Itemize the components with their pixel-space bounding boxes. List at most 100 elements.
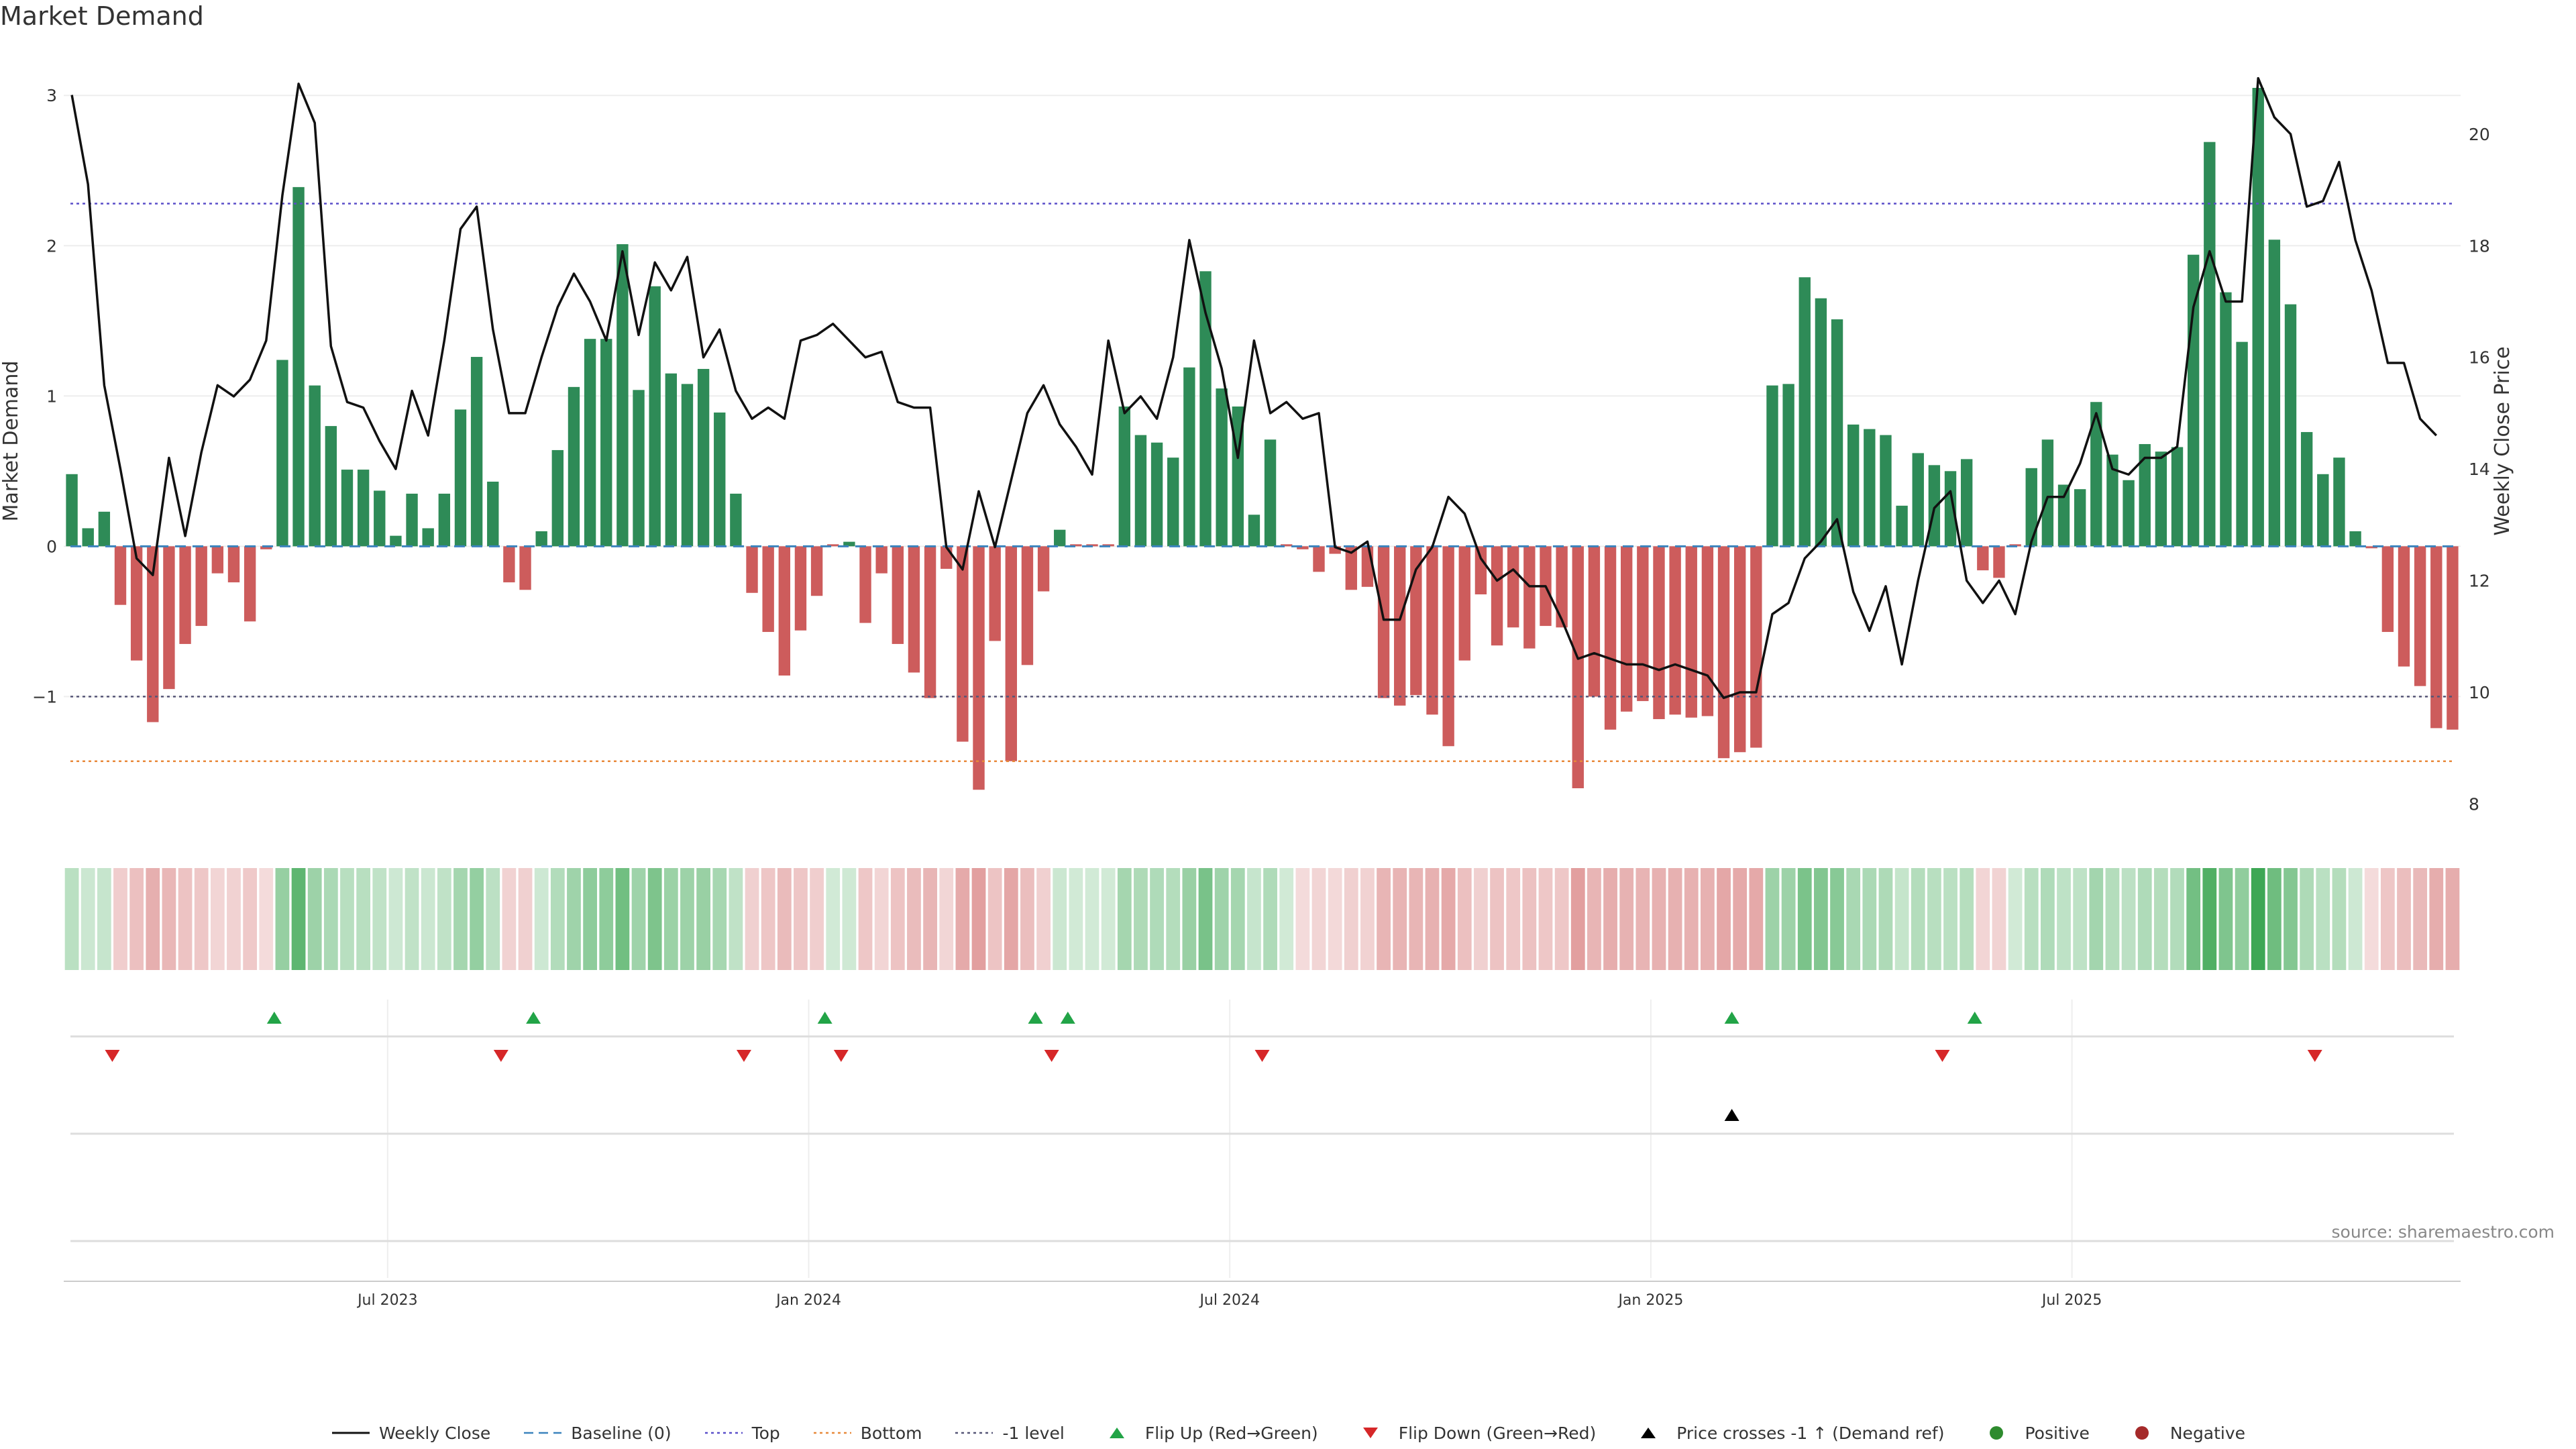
- demand-bar: [374, 490, 386, 547]
- demand-strip-cell: [2186, 868, 2201, 970]
- demand-strip-cell: [1295, 868, 1310, 970]
- demand-bar: [1717, 546, 1730, 759]
- demand-strip-cell: [227, 868, 241, 970]
- demand-strip-cell: [987, 868, 1002, 970]
- demand-bar: [1766, 385, 1778, 547]
- demand-bar: [2268, 239, 2281, 547]
- demand-bar: [989, 546, 1001, 641]
- demand-bar: [1896, 505, 1908, 547]
- demand-strip-cell: [1717, 868, 1731, 970]
- demand-bar: [1410, 546, 1422, 696]
- demand-bar: [1313, 546, 1325, 572]
- demand-bar: [714, 412, 726, 547]
- demand-bar: [2381, 546, 2394, 633]
- legend-swatch: [331, 1432, 370, 1434]
- demand-bar: [325, 426, 337, 547]
- demand-bar: [114, 546, 127, 605]
- demand-strip-cell: [939, 868, 954, 970]
- legend-swatch: [1362, 1428, 1378, 1438]
- demand-strip-cell: [1862, 868, 1877, 970]
- demand-strip-cell: [1570, 868, 1585, 970]
- demand-strip-cell: [1522, 868, 1537, 970]
- demand-strip-cell: [1976, 868, 1990, 970]
- price-cross-marker: [1724, 1109, 1739, 1121]
- demand-strip-cell: [2316, 868, 2330, 970]
- demand-bar: [1329, 546, 1341, 554]
- demand-strip-cell: [1749, 868, 1764, 970]
- legend-swatch: [813, 1432, 851, 1434]
- demand-strip-cell: [2057, 868, 2071, 970]
- demand-strip-cell: [550, 868, 565, 970]
- demand-strip-cell: [1053, 868, 1067, 970]
- demand-strip-cell: [874, 868, 889, 970]
- demand-bar: [973, 546, 985, 790]
- flip-up-marker: [817, 1012, 833, 1024]
- demand-strip-cell: [858, 868, 873, 970]
- demand-bar: [892, 546, 904, 644]
- demand-bar: [568, 386, 580, 547]
- demand-bar: [1815, 298, 1827, 547]
- demand-strip-cell: [1538, 868, 1553, 970]
- demand-bar: [292, 186, 305, 547]
- flip-down-marker: [493, 1050, 508, 1062]
- demand-strip-cell: [1603, 868, 1617, 970]
- demand-strip-cell: [1878, 868, 1893, 970]
- legend-item: Baseline (0): [523, 1424, 672, 1443]
- demand-bar: [843, 541, 855, 547]
- demand-strip-cell: [1263, 868, 1277, 970]
- demand-bar: [1556, 546, 1568, 628]
- demand-bar: [2090, 402, 2102, 547]
- demand-bar: [1912, 453, 1924, 547]
- demand-bar: [1572, 546, 1584, 789]
- demand-bar: [1118, 406, 1130, 547]
- demand-strip-cell: [1166, 868, 1181, 970]
- flip-down-marker: [1254, 1050, 1270, 1062]
- demand-bar: [1977, 546, 1989, 571]
- demand-strip-cell: [663, 868, 678, 970]
- flip-up-marker: [526, 1012, 541, 1024]
- demand-strip-cell: [2024, 868, 2039, 970]
- demand-strip-cell: [486, 868, 500, 970]
- demand-strip-cell: [372, 868, 387, 970]
- demand-bar: [2333, 458, 2345, 547]
- demand-strip-cell: [1765, 868, 1780, 970]
- demand-bar: [1669, 546, 1681, 715]
- demand-bar: [1621, 546, 1633, 712]
- demand-bar: [584, 339, 596, 547]
- demand-bar: [941, 546, 953, 569]
- demand-bar: [908, 546, 920, 673]
- demand-bar: [98, 511, 111, 547]
- demand-strip-cell: [1020, 868, 1034, 970]
- demand-bar: [1523, 546, 1536, 649]
- demand-strip-cell: [1781, 868, 1796, 970]
- demand-bar: [390, 535, 402, 547]
- demand-bar: [438, 493, 451, 547]
- demand-bar: [1733, 546, 1746, 753]
- demand-strip-cell: [680, 868, 694, 970]
- y-tick-label: 0: [46, 537, 57, 556]
- demand-bar: [341, 470, 354, 547]
- demand-bar: [1864, 429, 1876, 547]
- demand-bar: [1588, 546, 1601, 697]
- demand-bar: [1021, 546, 1034, 665]
- demand-strip-cell: [1069, 868, 1083, 970]
- demand-bar: [1928, 465, 1941, 547]
- demand-bar: [147, 546, 159, 722]
- demand-strip-cell: [794, 868, 808, 970]
- demand-strip-cell: [1846, 868, 1861, 970]
- legend-label: Price crosses -1 ↑ (Demand ref): [1676, 1423, 1945, 1443]
- demand-strip-cell: [631, 868, 646, 970]
- demand-strip-cell: [1328, 868, 1342, 970]
- demand-strip-cell: [696, 868, 710, 970]
- demand-strip-cell: [1230, 868, 1245, 970]
- demand-strip-cell: [2332, 868, 2347, 970]
- flip-down-marker: [833, 1050, 849, 1062]
- demand-strip-cell: [1457, 868, 1472, 970]
- legend-swatch: [955, 1432, 994, 1434]
- demand-strip-cell: [162, 868, 176, 970]
- demand-bar: [1070, 544, 1082, 547]
- legend-swatch: [2135, 1426, 2149, 1440]
- demand-strip-cell: [1943, 868, 1957, 970]
- demand-bar: [2349, 531, 2361, 547]
